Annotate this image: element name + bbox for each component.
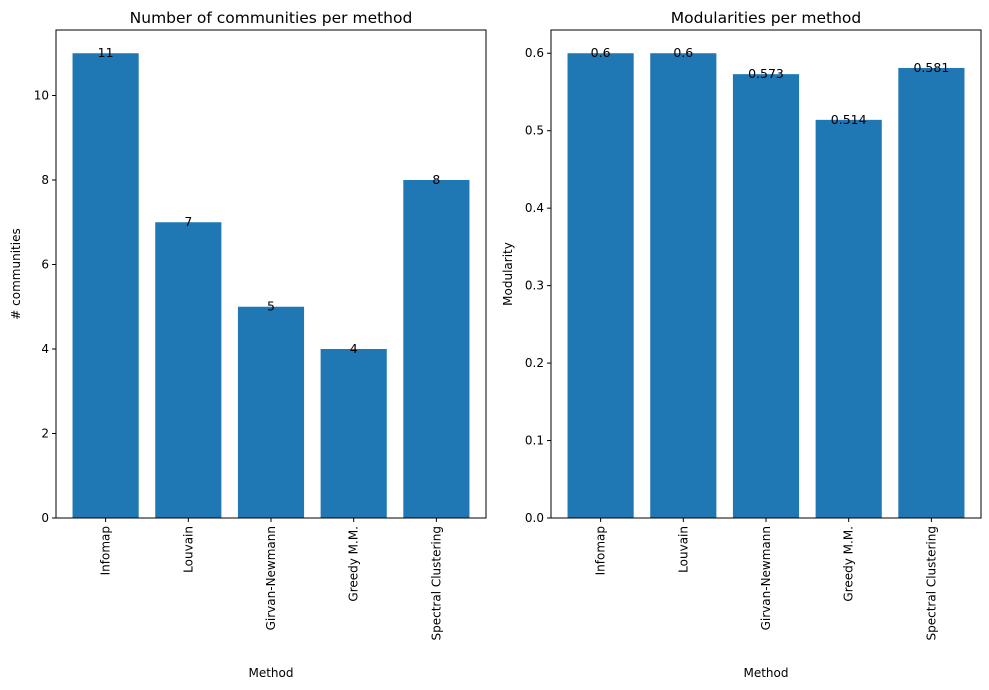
y-tick-label: 0.1: [525, 434, 544, 448]
y-tick-label: 4: [41, 342, 49, 356]
y-tick-label: 8: [41, 173, 49, 187]
x-tick-label: Girvan-Newmann: [759, 526, 773, 630]
bar: [732, 74, 800, 519]
bar: [237, 306, 305, 518]
x-tick-label: Spectral Clustering: [429, 526, 443, 641]
y-tick-label: 0.5: [525, 124, 544, 138]
x-tick-label: Louvain: [676, 526, 690, 573]
y-tick-label: 0.0: [525, 511, 544, 525]
y-tick-label: 0.3: [525, 279, 544, 293]
data-label: 4: [350, 341, 358, 356]
y-tick-label: 6: [41, 257, 49, 271]
bar-group: [567, 53, 965, 519]
x-axis: Infomap Louvain Girvan-Newmann Greedy M.M. S…: [594, 518, 938, 641]
y-tick-label: 2: [41, 426, 49, 440]
bar: [155, 222, 222, 518]
x-tick-label: Infomap: [594, 526, 608, 575]
modularity-chart: Modularities per method 0.6 0.6 0.573 0.514…: [501, 9, 982, 680]
x-axis: Infomap Louvain Girvan-Newmann Greedy M.M. S…: [99, 518, 443, 641]
x-tick-label: Infomap: [99, 526, 113, 575]
x-axis-label: Method: [743, 666, 788, 680]
x-tick-label: Girvan-Newmann: [264, 526, 278, 630]
data-label: 0.581: [913, 60, 949, 75]
bar: [403, 179, 470, 519]
data-label: 0.6: [673, 45, 693, 60]
x-tick-label: Greedy M.M.: [347, 526, 361, 602]
bar: [650, 53, 717, 518]
y-tick-label: 10: [34, 88, 49, 102]
bar: [320, 348, 387, 518]
x-tick-label: Spectral Clustering: [924, 526, 938, 641]
data-label: 0.573: [748, 66, 784, 81]
y-tick-label: 0: [41, 511, 49, 525]
data-label: 5: [267, 299, 275, 314]
y-tick-label: 0.2: [525, 356, 544, 370]
chart-title: Number of communities per method: [130, 9, 413, 27]
chart-title: Modularities per method: [671, 9, 861, 27]
bar: [898, 67, 965, 518]
y-axis: 0 2 4 6 8 10: [34, 88, 56, 525]
bar: [567, 53, 634, 518]
x-tick-label: Greedy M.M.: [842, 526, 856, 602]
data-label: 7: [184, 214, 192, 229]
x-axis-label: Method: [248, 666, 293, 680]
bar: [815, 119, 882, 518]
communities-chart: Number of communities per method 117548 …: [9, 9, 487, 680]
data-label: 0.514: [831, 112, 867, 127]
data-label-group: 0.6 0.6 0.573 0.514 0.581: [591, 45, 950, 127]
bar: [72, 53, 139, 518]
y-axis-label: Modularity: [501, 242, 515, 306]
y-tick-label: 0.6: [525, 46, 544, 60]
data-label-group: 11 7 5 4 8: [98, 45, 441, 356]
y-tick-label: 0.4: [525, 201, 544, 215]
data-label: 0.6: [591, 45, 611, 60]
bar-group: [72, 53, 470, 519]
y-axis: 0.0 0.1 0.2 0.3 0.4 0.5 0.6: [525, 46, 551, 525]
data-label: 11: [98, 45, 114, 60]
data-label: 8: [432, 172, 440, 187]
y-axis-label: # communities: [9, 228, 23, 319]
x-tick-label: Louvain: [181, 526, 195, 573]
